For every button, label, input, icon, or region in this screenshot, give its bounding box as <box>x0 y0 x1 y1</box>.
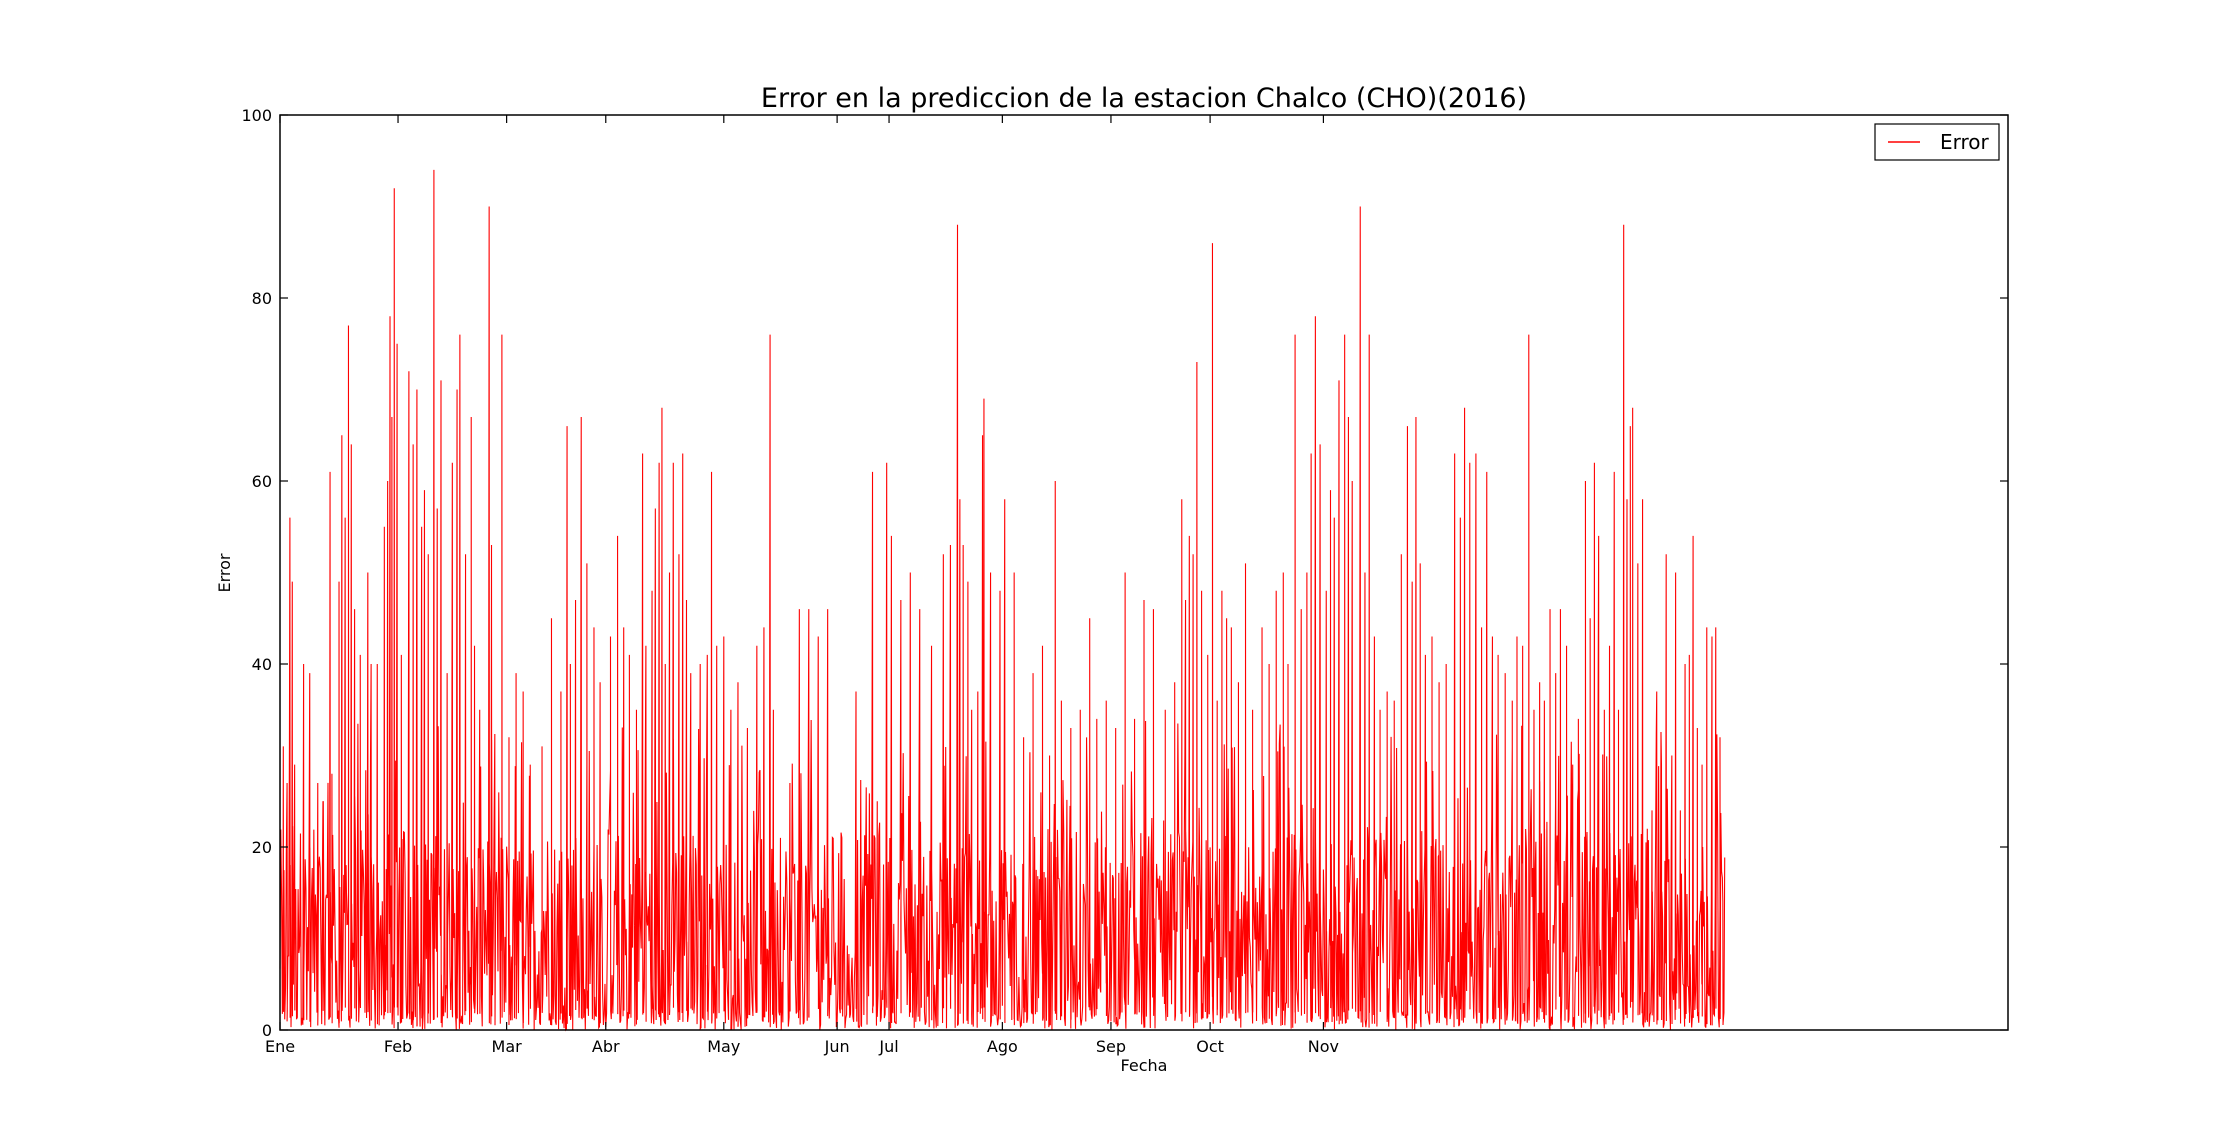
y-tick-label: 0 <box>262 1021 272 1040</box>
y-axis-label: Error <box>215 553 234 592</box>
legend-label: Error <box>1940 130 1990 154</box>
chart-title: Error en la prediccion de la estacion Ch… <box>761 83 1527 114</box>
x-tick-label: Abr <box>592 1037 620 1056</box>
x-tick-label: Nov <box>1308 1037 1339 1056</box>
x-tick-label: Ene <box>265 1037 295 1056</box>
x-tick-label: Mar <box>492 1037 523 1056</box>
x-tick-label: Jul <box>878 1037 898 1056</box>
legend: Error <box>1874 123 2000 161</box>
y-tick-label: 100 <box>241 106 272 125</box>
x-tick-label: May <box>707 1037 740 1056</box>
x-axis-label: Fecha <box>1121 1056 1168 1075</box>
plot-area <box>279 169 1726 1032</box>
x-tick-label: Jun <box>824 1037 850 1056</box>
y-tick-label: 60 <box>252 472 272 491</box>
x-tick-label: Sep <box>1096 1037 1126 1056</box>
x-tick-label: Oct <box>1196 1037 1224 1056</box>
y-tick-label: 80 <box>252 289 272 308</box>
x-tick-label: Feb <box>384 1037 412 1056</box>
y-tick-label: 40 <box>252 655 272 674</box>
plot-frame <box>279 114 2009 1031</box>
series-line-error <box>279 169 1726 1032</box>
y-tick-label: 20 <box>252 838 272 857</box>
x-tick-label: Ago <box>987 1037 1018 1056</box>
x-axis: Ene Feb Mar Abr May Jun Jul Ago Sep Oct Nov <box>265 115 1339 1056</box>
y-axis: 0 20 40 60 80 100 <box>241 106 2008 1040</box>
